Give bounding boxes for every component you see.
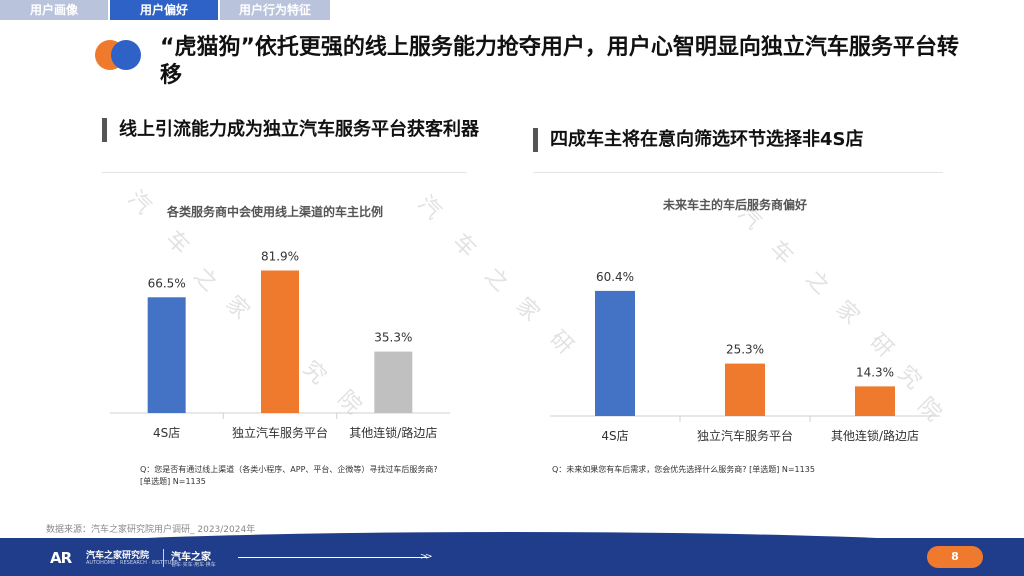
left-note-line1: Q：您是否有通过线上渠道（各类小程序、APP、平台、企微等）寻找过车后服务商?: [140, 465, 438, 474]
bar-1: [725, 363, 765, 416]
bar-1: [261, 270, 299, 413]
bar-0: [595, 290, 635, 416]
left-divider: [102, 172, 467, 173]
page-number: 8: [927, 546, 983, 568]
institute-name: 汽车之家研究院: [86, 551, 150, 561]
right-chart-title: 未来车主的车后服务商偏好: [662, 198, 807, 212]
institute-sub: AUTOHOME · RESEARCH · INSTITUTE: [86, 560, 178, 566]
data-source: 数据来源：汽车之家研究院用户调研_ 2023/2024年: [46, 525, 256, 535]
title-dots-icon: [95, 38, 143, 72]
bar-2: [374, 351, 413, 413]
data-label-0: 66.5%: [148, 276, 186, 290]
watermark-char: 家: [510, 293, 544, 327]
watermark-char: 车: [447, 229, 481, 263]
arrow-right-icon: >: [425, 552, 433, 562]
data-label-2: 14.3%: [856, 365, 894, 379]
category-label-2: 其他连锁/路边店: [831, 428, 919, 443]
footer-bar: [0, 538, 1024, 576]
brand-slogan: 看车·买车·用车·换车: [171, 562, 216, 568]
category-label-0: 4S店: [601, 429, 628, 443]
left-bar-chart: 66.5% 4S店 81.9% 独立汽车服务平台 35.3% 其他连锁/路边店: [110, 249, 450, 440]
left-note-line2: [单选题] N=1135: [140, 477, 206, 486]
right-section-heading: 四成车主将在意向筛选环节选择非4S店: [533, 128, 913, 152]
data-label-1: 25.3%: [726, 343, 764, 357]
category-label-1: 独立汽车服务平台: [232, 425, 328, 440]
watermark-char: 之: [479, 263, 513, 297]
data-label-0: 60.4%: [596, 270, 634, 284]
bar-2: [855, 386, 895, 416]
tab-user-preference[interactable]: 用户偏好: [110, 0, 218, 20]
right-question-note: Q：未来如果您有车后需求，您会优先选择什么服务商? [单选题] N=1135: [552, 464, 932, 476]
left-chart-title: 各类服务商中会使用线上渠道的车主比例: [166, 205, 383, 219]
brand-logo: 汽车之家: [171, 552, 211, 563]
page-title: “虎猫狗”依托更强的线上服务能力抢夺用户，用户心智明显向独立汽车服务平台转移: [160, 35, 959, 88]
tab-user-profile[interactable]: 用户画像: [0, 0, 108, 20]
category-label-0: 4S店: [153, 426, 180, 440]
category-label-2: 其他连锁/路边店: [349, 425, 437, 440]
logo-separator: [163, 549, 164, 567]
section-tabs: 用户画像 用户偏好 用户行为特征: [0, 0, 332, 20]
right-note-line1: Q：未来如果您有车后需求，您会优先选择什么服务商? [单选题] N=1135: [552, 465, 815, 474]
right-bar-chart: 60.4% 4S店 25.3% 独立汽车服务平台 14.3% 其他连锁/路边店: [550, 270, 940, 443]
arrow-right-icon: >: [420, 552, 428, 562]
left-section-heading: 线上引流能力成为独立汽车服务平台获客利器: [102, 118, 482, 142]
footer-arrow-line: [238, 557, 428, 558]
bar-0: [147, 297, 186, 413]
data-label-1: 81.9%: [261, 249, 299, 263]
data-label-2: 35.3%: [374, 331, 412, 345]
institute-logo-mark: AR: [50, 549, 72, 567]
left-question-note: Q：您是否有通过线上渠道（各类小程序、APP、平台、企微等）寻找过车后服务商? …: [140, 464, 470, 488]
category-label-1: 独立汽车服务平台: [697, 428, 793, 443]
right-divider: [533, 172, 943, 173]
tab-user-behavior[interactable]: 用户行为特征: [220, 0, 330, 20]
